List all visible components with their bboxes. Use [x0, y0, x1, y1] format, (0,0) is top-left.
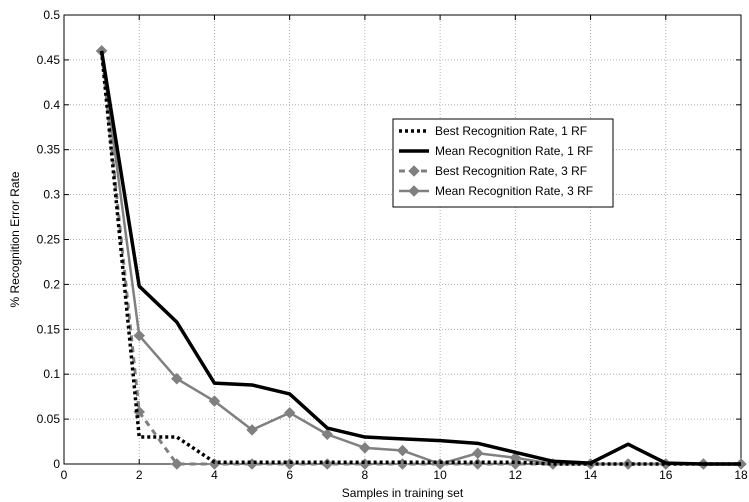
legend: Best Recognition Rate, 1 RF Mean Recognit…	[392, 118, 614, 208]
legend-label: Mean Recognition Rate, 3 RF	[435, 184, 593, 198]
axis-ticks: 0 2 4 6 8 10 12 14 16 18 0 0.05 0.1 0.15 0.2 0.25 0.3 0.3…	[37, 8, 748, 482]
data-point	[133, 329, 146, 342]
data-point	[396, 444, 409, 457]
data-point	[170, 372, 183, 385]
series-1	[99, 50, 741, 466]
y-tick-label: 0.4	[43, 98, 60, 112]
legend-box	[392, 118, 614, 208]
grid-lines	[64, 15, 741, 464]
y-tick-label: 0.05	[37, 412, 61, 426]
legend-marker	[408, 165, 420, 177]
series-layer	[95, 45, 747, 470]
data-point	[208, 395, 221, 407]
x-tick-label: 16	[659, 468, 673, 482]
y-tick-label: 0.2	[43, 277, 60, 291]
series-line	[99, 50, 741, 466]
data-point	[283, 406, 296, 419]
data-point	[359, 441, 371, 454]
y-tick-label: 0.35	[37, 143, 61, 157]
y-tick-label: 0.3	[43, 188, 60, 202]
y-tick-label: 0	[53, 457, 60, 471]
data-point	[170, 458, 183, 470]
x-tick-label: 2	[136, 468, 143, 482]
data-point	[321, 428, 334, 441]
series-2	[99, 50, 741, 466]
y-tick-label: 0.45	[37, 53, 61, 67]
y-axis-title: % Recognition Error Rate	[8, 171, 22, 307]
legend-label: Mean Recognition Rate, 1 RF	[435, 144, 593, 158]
y-tick-label: 0.15	[37, 322, 61, 336]
x-axis-title: Samples in training set	[342, 486, 464, 500]
legend-label: Best Recognition Rate, 3 RF	[435, 164, 587, 178]
x-tick-label: 12	[509, 468, 523, 482]
x-tick-label: 8	[362, 468, 369, 482]
x-tick-label: 14	[584, 468, 598, 482]
y-tick-label: 0.1	[43, 367, 60, 381]
y-tick-label: 0.25	[37, 233, 61, 247]
legend-label: Best Recognition Rate, 1 RF	[435, 124, 587, 138]
x-tick-label: 18	[734, 468, 748, 482]
x-tick-label: 4	[211, 468, 218, 482]
data-point	[246, 424, 258, 436]
data-point	[321, 458, 334, 470]
data-point	[471, 458, 484, 470]
x-tick-label: 6	[286, 468, 293, 482]
y-tick-label: 0.5	[43, 8, 60, 22]
series-line	[99, 50, 741, 466]
legend-marker	[408, 185, 420, 197]
x-tick-label: 10	[433, 468, 447, 482]
x-tick-label: 0	[61, 468, 68, 482]
